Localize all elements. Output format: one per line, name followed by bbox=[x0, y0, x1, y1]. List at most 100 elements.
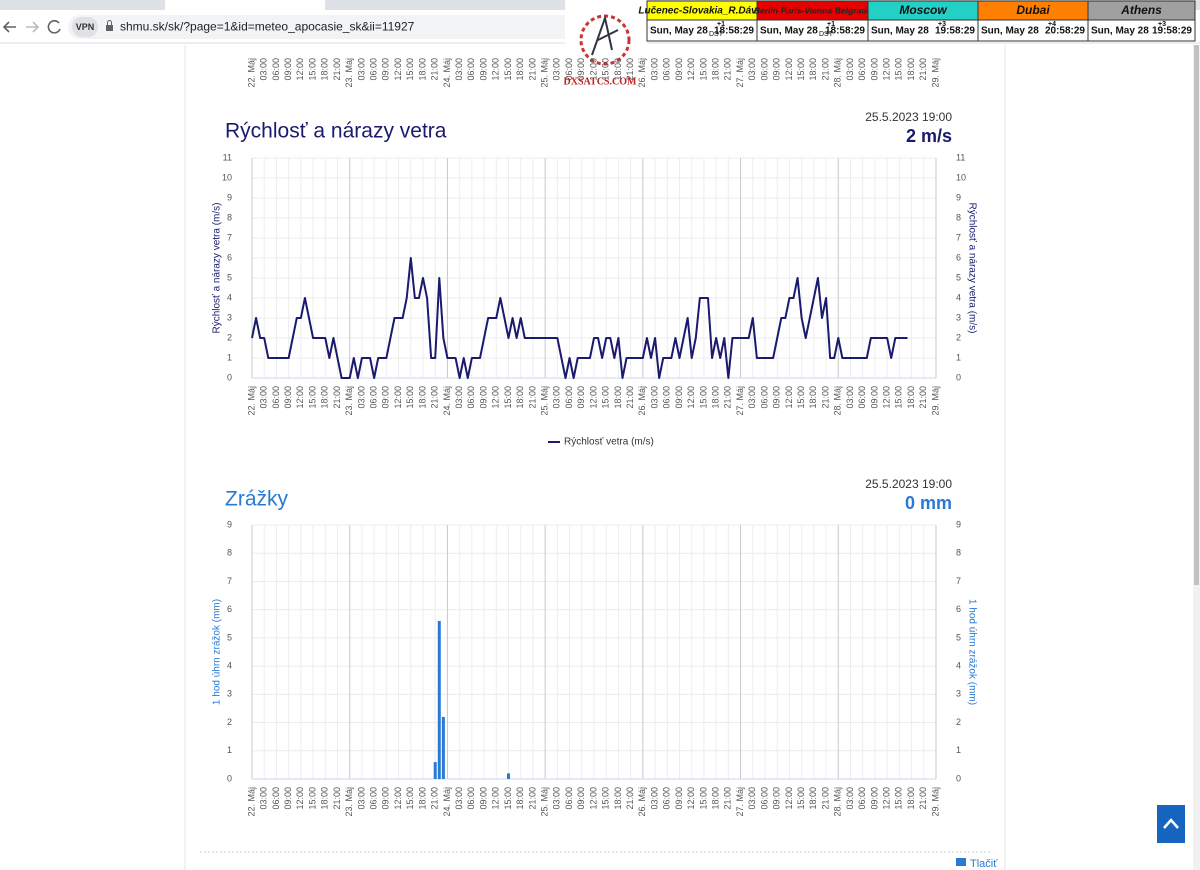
y-tick-label: 5 bbox=[227, 632, 232, 642]
x-tick-label: 12:00 bbox=[882, 787, 892, 810]
x-tick-label: 06:00 bbox=[857, 58, 867, 81]
back-to-top[interactable] bbox=[1157, 805, 1185, 843]
x-tick-label: 03:00 bbox=[649, 58, 659, 81]
x-tick-label: 03:00 bbox=[356, 386, 366, 409]
y-tick-label: 3 bbox=[227, 689, 232, 699]
bar bbox=[437, 620, 441, 779]
x-tick-label: 18:00 bbox=[320, 386, 330, 409]
bar bbox=[507, 773, 510, 779]
x-tick-label: 06:00 bbox=[271, 58, 281, 81]
clock-date: Sun, May 28 bbox=[760, 26, 818, 37]
x-tick-label: 26. Máj bbox=[637, 787, 647, 817]
y-tick-label: 4 bbox=[227, 660, 232, 670]
x-tick-label: 09:00 bbox=[283, 58, 293, 81]
x-tick-label: 22. Máj bbox=[246, 58, 256, 88]
y-tick-label: 5 bbox=[227, 272, 232, 282]
y-tick-label: 6 bbox=[227, 604, 232, 614]
clock-time: 18:58:29 bbox=[714, 26, 754, 37]
x-tick-label: 12:00 bbox=[882, 58, 892, 81]
x-tick-label: 03:00 bbox=[845, 787, 855, 810]
clock-time: 19:58:29 bbox=[1152, 26, 1192, 37]
x-tick-label: 12:00 bbox=[393, 386, 403, 409]
y-tick-label: 8 bbox=[956, 548, 961, 558]
x-tick-label: 06:00 bbox=[662, 58, 672, 81]
x-tick-label: 18:00 bbox=[808, 58, 818, 81]
x-tick-label: 18:00 bbox=[808, 386, 818, 409]
x-tick-label: 18:00 bbox=[417, 787, 427, 810]
x-tick-label: 21:00 bbox=[332, 386, 342, 409]
x-tick-label: 21:00 bbox=[918, 58, 928, 81]
y-tick-label: 9 bbox=[227, 519, 232, 529]
back-button[interactable] bbox=[2, 21, 16, 33]
y-tick-label: 7 bbox=[227, 232, 232, 242]
x-tick-label: 12:00 bbox=[295, 58, 305, 81]
vpn-badge[interactable] bbox=[72, 17, 98, 37]
x-tick-label: 18:00 bbox=[906, 787, 916, 810]
y-tick-label: 3 bbox=[956, 689, 961, 699]
x-tick-label: 18:00 bbox=[808, 787, 818, 810]
x-tick-label: 06:00 bbox=[564, 787, 574, 810]
x-tick-label: 21:00 bbox=[332, 58, 342, 81]
x-tick-label: 15:00 bbox=[894, 58, 904, 81]
x-tick-label: 21:00 bbox=[430, 787, 440, 810]
x-tick-label: 21:00 bbox=[820, 58, 830, 81]
x-tick-label: 18:00 bbox=[320, 787, 330, 810]
url[interactable]: shmu.sk/sk/?page=1&id=meteo_apocasie_sk&… bbox=[120, 20, 415, 34]
forward-button[interactable] bbox=[26, 21, 40, 33]
x-tick-label: 09:00 bbox=[381, 58, 391, 81]
x-tick-label: 09:00 bbox=[576, 58, 586, 81]
x-tick-label: 03:00 bbox=[552, 58, 562, 81]
scrollbar-thumb[interactable] bbox=[1194, 45, 1199, 585]
clock-bar: Lučenec-Slovakia_R.Dávid Sun, May 28 +1 DST… bbox=[638, 0, 1196, 42]
x-tick-label: 18:00 bbox=[417, 58, 427, 81]
x-tick-label: 03:00 bbox=[552, 787, 562, 810]
x-tick-label: 09:00 bbox=[381, 386, 391, 409]
x-tick-label: 06:00 bbox=[271, 386, 281, 409]
x-tick-label: 03:00 bbox=[747, 787, 757, 810]
x-tick-label: 12:00 bbox=[686, 787, 696, 810]
tab[interactable] bbox=[165, 0, 325, 10]
y-tick-label: 10 bbox=[222, 172, 232, 182]
x-tick-label: 06:00 bbox=[271, 787, 281, 810]
x-tick-label: 12:00 bbox=[491, 58, 501, 81]
clock-city: Berlin-Paris-Vienna-Belgrade bbox=[754, 5, 872, 15]
x-tick-label: 12:00 bbox=[784, 386, 794, 409]
y-tick-label: 3 bbox=[227, 312, 232, 322]
x-tick-label: 21:00 bbox=[918, 787, 928, 810]
y-tick-label: 0 bbox=[956, 372, 961, 382]
x-tick-label: 06:00 bbox=[369, 58, 379, 81]
legend-label[interactable]: Rýchlosť vetra (m/s) bbox=[564, 437, 654, 448]
clock-offset: +4 bbox=[1048, 21, 1056, 28]
x-tick-label: 03:00 bbox=[552, 386, 562, 409]
x-tick-label: 23. Máj bbox=[344, 58, 354, 88]
clock-dst: DST bbox=[819, 31, 834, 38]
x-tick-label: 21:00 bbox=[625, 386, 635, 409]
x-tick-label: 18:00 bbox=[613, 58, 623, 81]
clock-time: 19:58:29 bbox=[935, 26, 975, 37]
x-tick-label: 15:00 bbox=[894, 386, 904, 409]
x-tick-label: 12:00 bbox=[882, 386, 892, 409]
reload-button[interactable] bbox=[47, 20, 61, 34]
x-tick-label: 09:00 bbox=[576, 787, 586, 810]
y-tick-label: 4 bbox=[956, 660, 961, 670]
x-tick-label: 12:00 bbox=[491, 787, 501, 810]
x-tick-label: 29. Máj bbox=[930, 386, 940, 416]
print-link[interactable]: Tlačiť bbox=[970, 858, 998, 870]
x-tick-label: 03:00 bbox=[649, 787, 659, 810]
y-tick-label: 4 bbox=[227, 292, 232, 302]
x-tick-label: 03:00 bbox=[454, 58, 464, 81]
x-tick-label: 21:00 bbox=[625, 58, 635, 81]
back-to-top-arrow bbox=[1163, 818, 1179, 829]
x-tick-label: 09:00 bbox=[772, 58, 782, 81]
x-tick-label: 12:00 bbox=[588, 787, 598, 810]
x-tick-label: 09:00 bbox=[674, 386, 684, 409]
x-tick-label: 21:00 bbox=[527, 58, 537, 81]
x-tick-label: 12:00 bbox=[784, 58, 794, 81]
x-tick-label: 29. Máj bbox=[930, 58, 940, 88]
y-tick-label: 3 bbox=[956, 312, 961, 322]
x-tick-label: 03:00 bbox=[259, 58, 269, 81]
x-tick-label: 15:00 bbox=[796, 386, 806, 409]
x-tick-label: 18:00 bbox=[711, 58, 721, 81]
